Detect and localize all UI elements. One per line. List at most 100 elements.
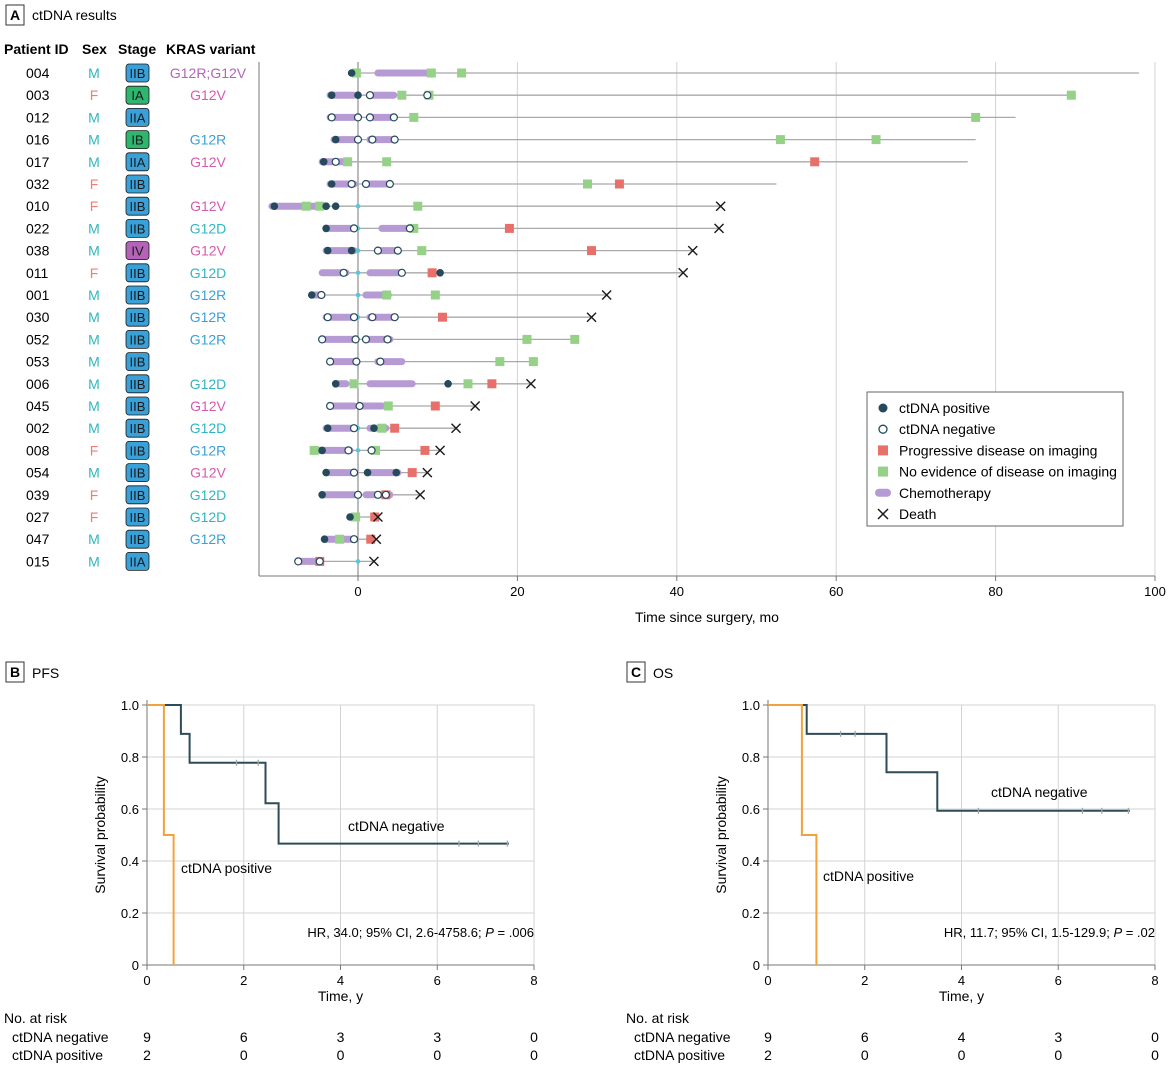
y-tick-label: 1.0 (121, 698, 139, 713)
patient-sex: M (88, 465, 100, 481)
x-tick-label: 100 (1144, 584, 1166, 599)
death-marker (368, 556, 379, 567)
ned-marker (335, 534, 345, 544)
ned-marker (377, 423, 387, 433)
ned-marker (417, 246, 427, 256)
ctdna-negative-marker (365, 113, 375, 122)
patient-id: 047 (26, 531, 50, 547)
risk-count: 0 (1151, 1047, 1159, 1063)
risk-count: 0 (861, 1047, 869, 1063)
pd-marker (370, 512, 380, 522)
patient-id: 004 (26, 65, 50, 81)
risk-count: 2 (143, 1047, 151, 1063)
ctdna-positive-marker (318, 491, 326, 499)
kras-variant: G12D (190, 487, 227, 503)
patient-sex: M (88, 531, 100, 547)
risk-count: 0 (1054, 1047, 1062, 1063)
kras-variant: G12R (190, 442, 227, 458)
ned-marker (315, 201, 325, 211)
patient-sex: M (88, 220, 100, 236)
ned-marker (301, 201, 311, 211)
stage-label: IIB (130, 66, 146, 81)
x-tick-label: 40 (670, 584, 684, 599)
panel-c-os: C OS 0 0.2 0.4 0.6 0.8 1.0 0 2 4 6 8 Time, y Survival … (626, 661, 1159, 1063)
ctdna-positive-marker (370, 424, 378, 433)
patient-sex: F (90, 176, 99, 192)
kras-variant: G12R (190, 531, 227, 547)
ctdna-negative-marker (315, 557, 324, 566)
panel-a-letter: A (10, 7, 20, 23)
hazard-ratio-text: HR, 34.0; 95% CI, 2.6-4758.6; P = .006 (307, 925, 534, 940)
pd-marker (427, 268, 437, 278)
ned-marker (382, 157, 392, 167)
panel-letter-box (626, 661, 646, 683)
kras-variant: G12D (190, 376, 227, 392)
ctdna-negative-marker (385, 179, 394, 189)
stage-label: IB (131, 133, 143, 148)
label-ctdna-negative: ctDNA negative (991, 784, 1088, 800)
ctdna-positive-marker (322, 202, 330, 210)
risk-count: 0 (530, 1029, 538, 1045)
patient-id: 027 (26, 509, 50, 525)
stage-badge (125, 218, 150, 238)
kras-variant: G12V (190, 243, 226, 259)
y-tick-label: 1.0 (742, 698, 760, 713)
kras-variant: G12V (190, 398, 226, 414)
risk-count: 0 (337, 1047, 345, 1063)
patient-sex: F (90, 487, 99, 503)
ctdna-positive-marker (392, 468, 401, 477)
patient-sex: M (88, 354, 100, 370)
panel-a-table-headers: Patient ID Sex Stage KRAS variant (4, 41, 256, 57)
stage-label: IA (131, 88, 144, 103)
x-tick-label: 6 (1055, 973, 1062, 988)
death-marker (678, 267, 689, 278)
stage-badge (125, 440, 150, 460)
legend-label: ctDNA negative (899, 421, 996, 437)
ctdna-positive-marker (323, 424, 332, 433)
patient-sex: F (90, 87, 99, 103)
ctdna-positive-marker (354, 91, 362, 99)
ctdna-negative-marker (344, 446, 353, 455)
y-tick-label: 0.6 (742, 802, 760, 817)
legend-label: ctDNA positive (899, 400, 990, 416)
stage-badge (125, 485, 150, 505)
patient-sex: M (88, 65, 100, 81)
ctdna-positive-marker (307, 291, 316, 299)
kras-variant: G12D (190, 420, 227, 436)
risk-count: 0 (530, 1047, 538, 1063)
ctdna-positive-marker (322, 468, 330, 477)
legend-label: Chemotherapy (899, 485, 991, 501)
patient-id: 045 (26, 398, 50, 414)
risk-count: 0 (958, 1047, 966, 1063)
ctdna-positive-marker (270, 202, 279, 210)
patient-id: 016 (26, 132, 50, 148)
ned-marker (1066, 90, 1076, 100)
kras-variant: G12V (190, 465, 226, 481)
risk-count: 3 (337, 1029, 345, 1045)
pd-marker (437, 312, 447, 322)
ctdna-positive-marker (436, 269, 444, 277)
km-curve-ctdna-negative (147, 704, 509, 845)
ctdna-negative-marker (355, 401, 364, 411)
pd-marker (487, 379, 497, 389)
y-tick-label: 0 (132, 958, 139, 973)
patient-id: 038 (26, 243, 50, 259)
ctdna-negative-marker (390, 313, 399, 322)
ctdna-negative-marker (352, 357, 361, 366)
ctdna-positive-marker (327, 180, 336, 188)
stage-label: IIB (130, 355, 146, 370)
stage-label: IIB (130, 510, 146, 525)
patient-id: 008 (26, 442, 50, 458)
ctdna-negative-marker (365, 91, 375, 100)
stage-badge (125, 263, 150, 283)
stage-badge (125, 307, 150, 327)
ned-marker (583, 179, 593, 189)
ctdna-negative-marker (390, 135, 399, 144)
label-ctdna-positive: ctDNA positive (823, 868, 914, 884)
death-marker (422, 467, 433, 478)
kras-variant: G12R (190, 132, 227, 148)
label-ctdna-positive: ctDNA positive (181, 860, 272, 876)
pd-marker (420, 445, 430, 455)
patient-id: 002 (26, 420, 50, 436)
patient-sex: M (88, 553, 100, 569)
